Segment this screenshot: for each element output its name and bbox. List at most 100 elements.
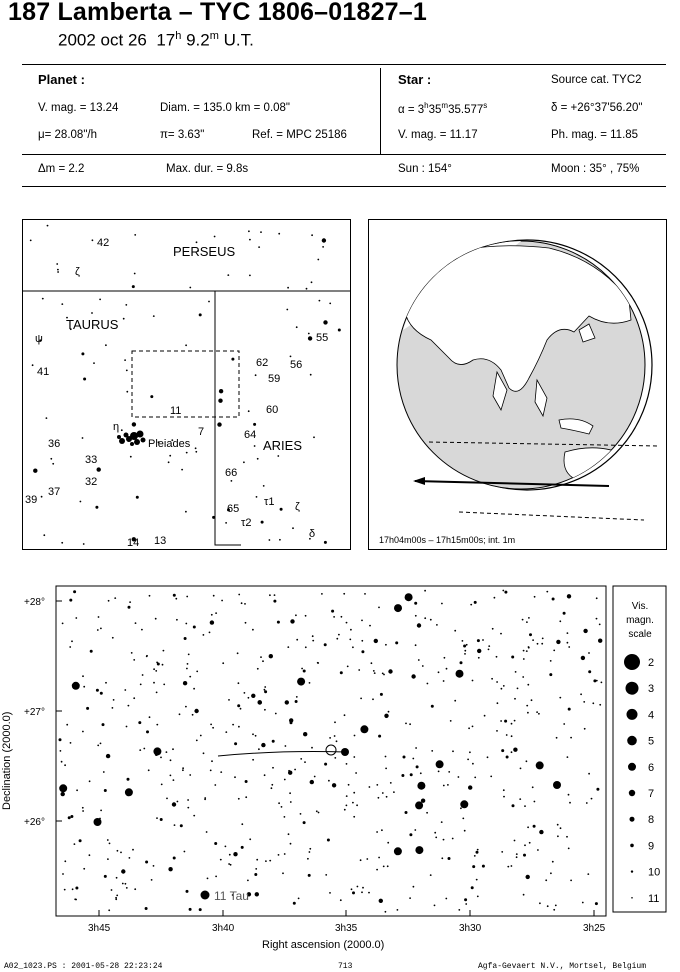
background-star [504,590,508,594]
background-star [531,786,534,789]
background-star [212,726,215,729]
background-star [157,441,160,444]
background-star [59,784,68,793]
background-star [260,231,262,233]
background-star [115,898,118,901]
background-star [476,639,480,643]
background-star [326,838,330,842]
background-star [368,891,370,894]
background-star [33,468,38,473]
background-star [212,515,216,519]
background-star [166,797,168,800]
background-star [115,896,117,899]
background-star [313,775,316,778]
star-label: 59 [268,373,280,385]
background-star [563,723,566,725]
star-label: 66 [225,467,237,479]
background-star [135,495,139,499]
background-star [350,628,352,631]
star-label: 37 [48,486,60,498]
background-star [394,604,402,613]
background-star [268,539,271,541]
background-star [525,874,530,880]
planet-vmag: V. mag. = 13.24 [38,102,119,114]
background-star [185,451,188,454]
shadow-limit-north [428,441,660,447]
background-star [195,450,198,453]
background-star [193,814,196,817]
background-star [73,590,77,594]
background-star [225,522,228,524]
background-star [89,649,93,653]
background-star [522,658,525,660]
background-star [150,879,153,881]
constellation-perseus: PERSEUS [173,244,235,259]
background-star [530,699,533,702]
background-star [290,619,295,624]
background-star [464,649,467,652]
background-star [121,869,126,874]
background-star [377,796,380,799]
background-star [195,739,198,742]
background-star [566,641,569,644]
background-star [345,621,348,624]
background-star [270,787,273,790]
background-star [176,618,178,621]
background-star [527,711,529,714]
background-star [110,889,113,891]
background-star [237,682,240,685]
background-star [222,662,225,665]
background-star [309,373,312,376]
background-star [539,829,544,835]
background-star [308,682,311,684]
india-peninsula [492,370,508,412]
background-star [353,734,356,737]
background-star [329,737,331,739]
background-star [103,789,107,792]
background-star [353,815,356,818]
background-star [334,721,336,724]
background-star [244,603,246,605]
background-star [83,377,87,381]
background-star [449,720,452,722]
magnitude-dots [624,654,640,899]
background-star [598,623,601,626]
background-star [331,609,335,613]
background-star [282,872,284,875]
background-star [289,801,292,803]
background-star [274,712,277,715]
star-label: 41 [37,366,49,378]
background-star [265,860,267,862]
background-star [153,681,155,684]
background-star [409,773,413,777]
background-star [299,813,302,815]
detail-field-box [131,350,240,418]
background-star [546,590,549,593]
background-star [431,750,434,752]
background-star [171,802,177,807]
background-star [71,640,73,643]
background-star [187,806,190,809]
background-star [328,779,330,782]
background-star [487,648,490,651]
background-star [329,302,332,305]
background-star [167,461,170,464]
background-star [559,827,562,830]
background-star [243,692,246,694]
background-star [262,660,264,663]
background-star [460,800,469,809]
background-star [333,735,336,737]
background-star [417,781,426,790]
event-datetime: 2002 oct 26 17h 9.2m U.T. [58,30,254,51]
background-star [108,842,111,845]
background-star [116,894,119,897]
background-star [45,417,48,419]
background-star [474,776,477,779]
background-star [244,621,247,624]
background-star [146,730,149,734]
detail-chart-frame [55,585,607,917]
background-star [519,798,522,800]
background-star [538,712,540,715]
background-star [315,810,318,813]
background-star [182,769,184,772]
